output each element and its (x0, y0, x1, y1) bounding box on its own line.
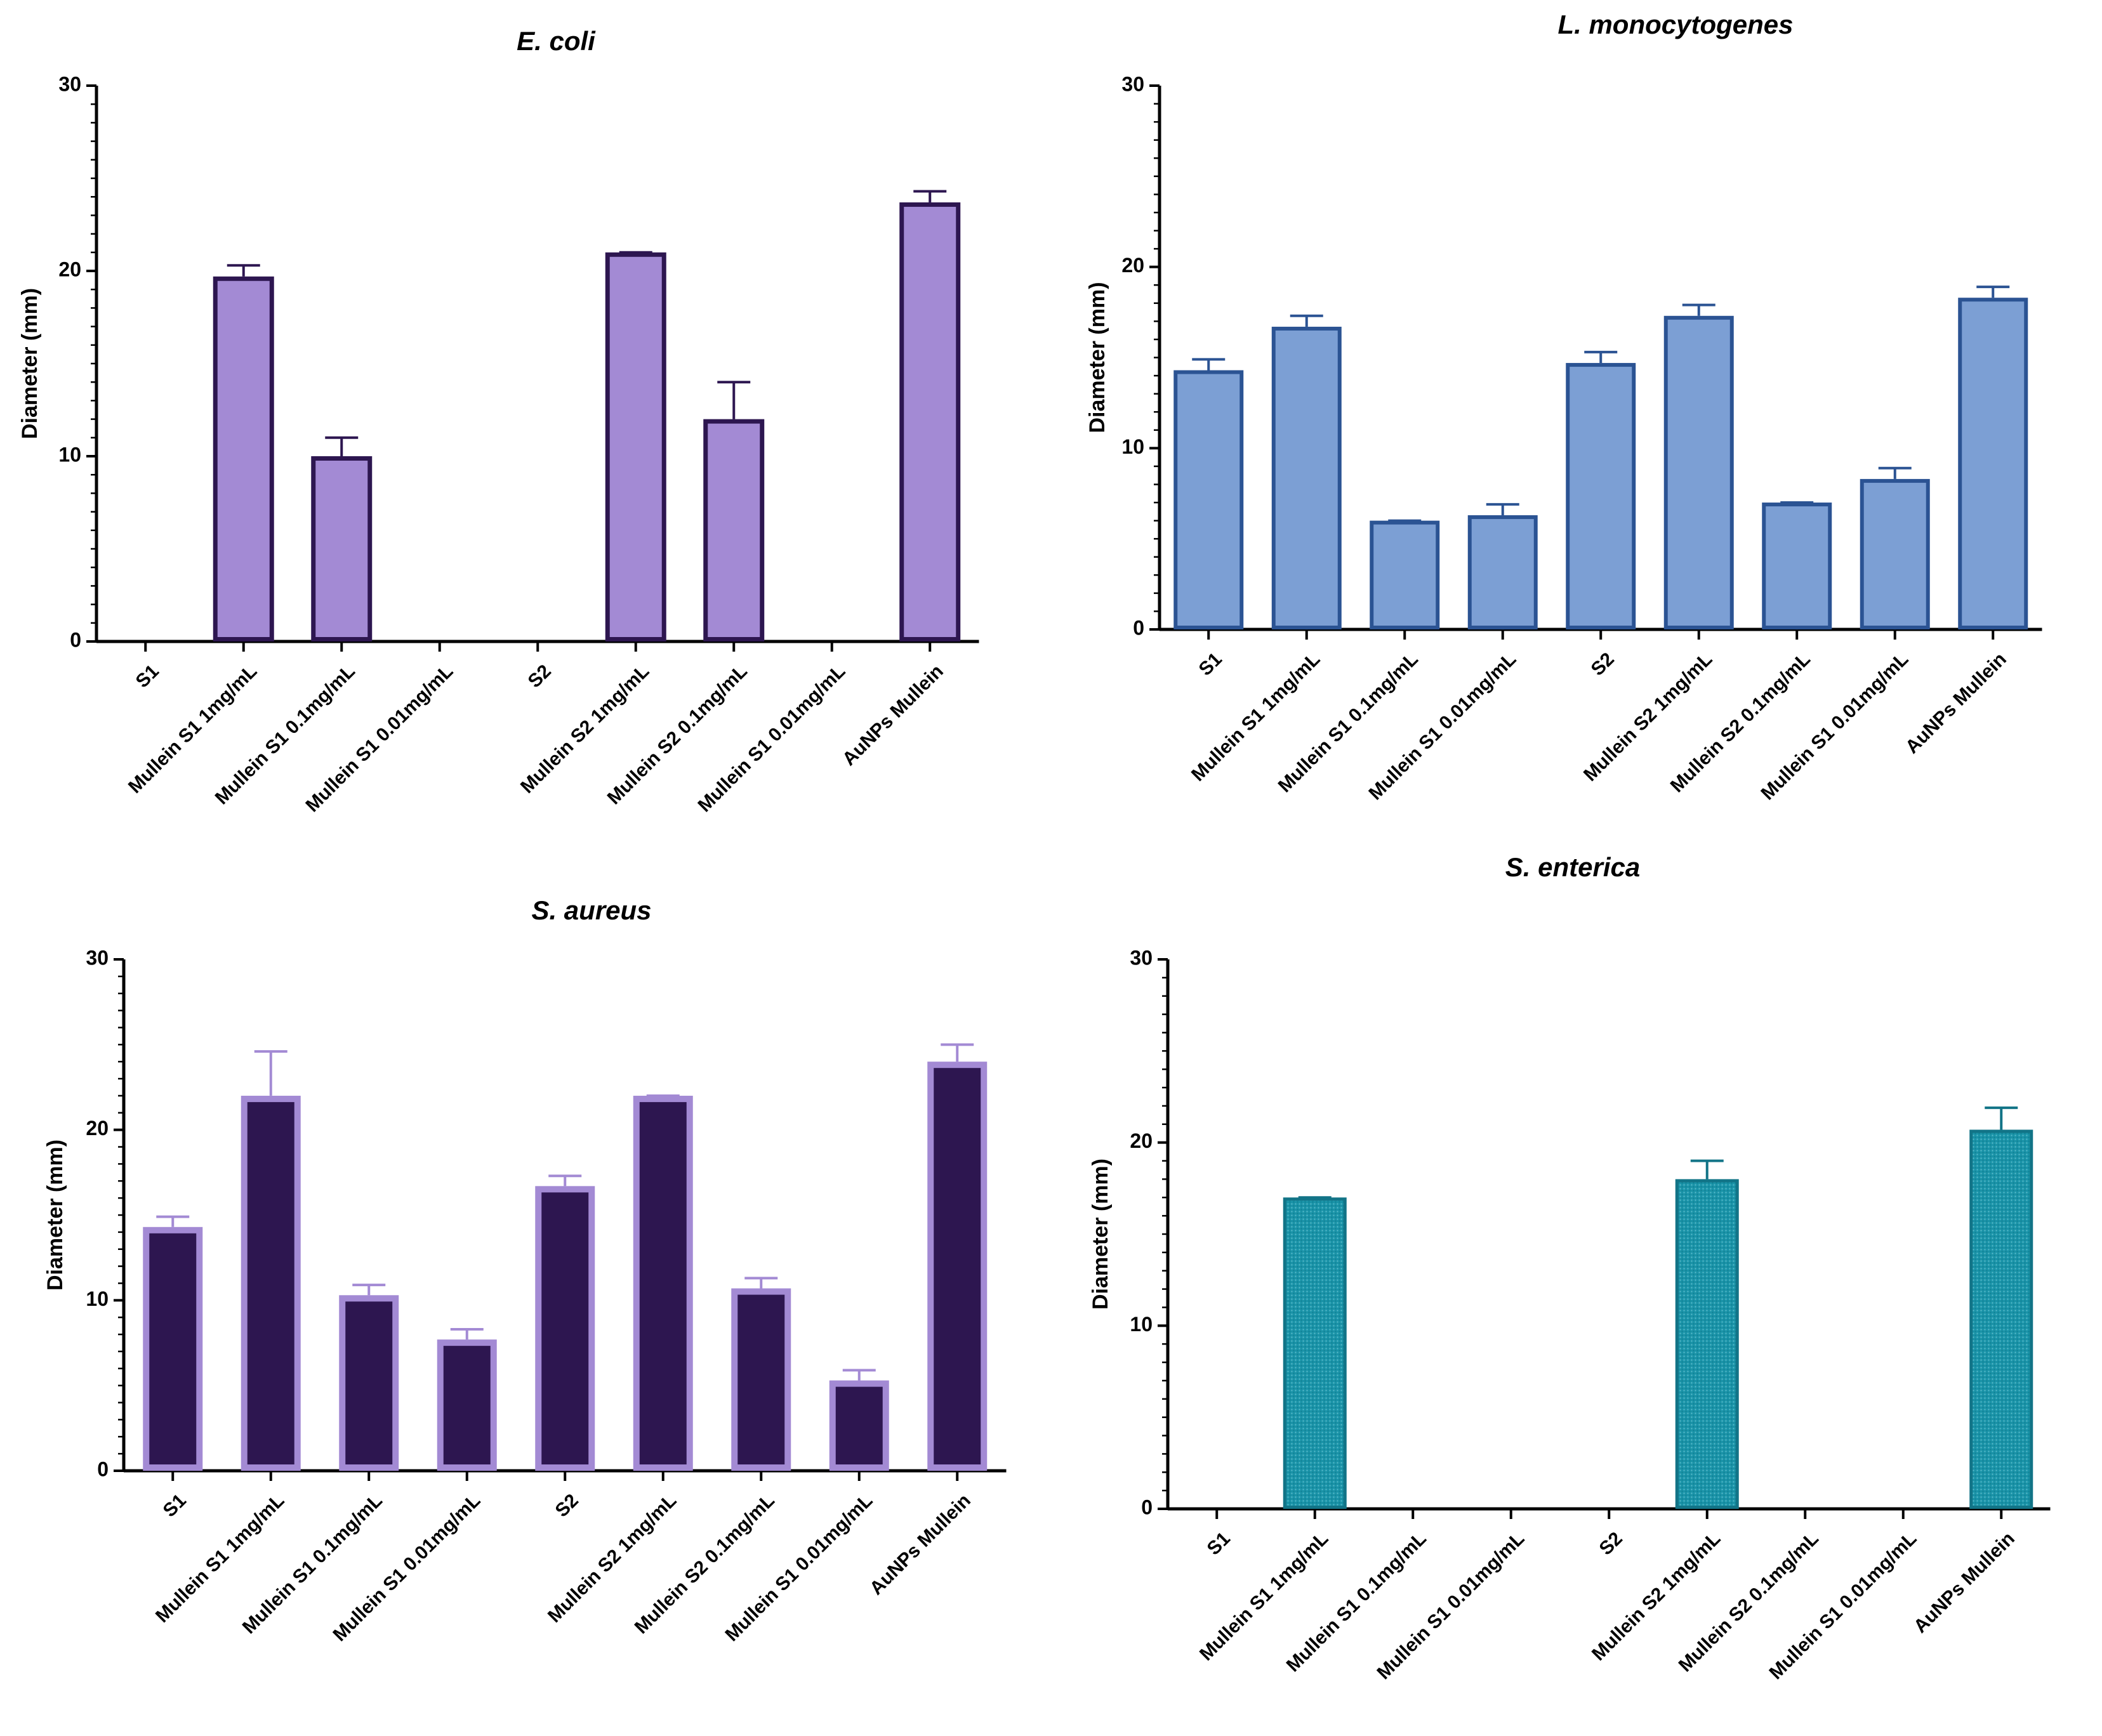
bar (241, 1095, 301, 1471)
y-axis-label: Diameter (mm) (18, 288, 42, 439)
bar (213, 276, 274, 641)
y-axis-label: Diameter (mm) (43, 1140, 67, 1291)
bar (1566, 363, 1636, 629)
y-tick-label: 10 (1121, 435, 1144, 458)
bar (633, 1095, 693, 1471)
y-tick-label: 0 (1133, 616, 1144, 639)
bar (703, 419, 765, 641)
y-tick-label: 0 (70, 628, 81, 651)
y-tick-label: 20 (58, 258, 81, 280)
y-tick-label: 20 (1130, 1129, 1153, 1152)
x-tick-label: S2 (524, 661, 555, 692)
x-tick-label: S2 (1596, 1528, 1627, 1559)
bar (437, 1339, 497, 1471)
y-tick-label: 10 (86, 1287, 109, 1310)
bar (1663, 315, 1734, 629)
bar (1173, 370, 1244, 629)
x-tick-label: S1 (132, 661, 163, 692)
x-tick-label: S2 (1587, 648, 1618, 680)
y-tick-label: 0 (1141, 1496, 1153, 1518)
bar (1467, 515, 1538, 630)
x-tick-label: AuNPs Mullein (866, 1490, 975, 1599)
chart-title: S. enterica (1505, 852, 1640, 882)
bar (339, 1295, 399, 1471)
bar (535, 1186, 595, 1471)
y-tick-label: 30 (1121, 72, 1144, 95)
bar (899, 202, 961, 641)
x-tick-label: AuNPs Mullein (1910, 1528, 2019, 1637)
chart-title: E. coli (517, 26, 596, 56)
bar (605, 252, 666, 641)
bar (1675, 1179, 1739, 1509)
bar (1283, 1197, 1347, 1509)
bar (829, 1380, 889, 1471)
x-tick-label: AuNPs Mullein (1901, 648, 2011, 758)
bar (1370, 520, 1440, 629)
y-axis-label: Diameter (mm) (1085, 282, 1109, 433)
y-tick-label: 10 (58, 443, 81, 466)
bar (311, 456, 373, 641)
bar (1969, 1129, 2033, 1509)
y-tick-label: 30 (86, 946, 109, 969)
y-tick-label: 0 (97, 1457, 109, 1480)
chart-title: S. aureus (531, 895, 651, 925)
bar (927, 1062, 988, 1471)
y-axis-label: Diameter (mm) (1088, 1159, 1113, 1310)
y-tick-label: 10 (1130, 1313, 1153, 1336)
x-tick-label: S1 (1195, 648, 1226, 680)
bar (143, 1226, 203, 1471)
y-tick-label: 30 (58, 72, 81, 95)
y-tick-label: 20 (1121, 254, 1144, 277)
x-tick-label: S1 (159, 1490, 190, 1521)
bar (1860, 478, 1930, 629)
bar (1762, 503, 1832, 629)
y-tick-label: 20 (86, 1117, 109, 1140)
bar (1271, 326, 1342, 629)
chart-title: L. monocytogenes (1557, 10, 1793, 39)
bar (1958, 298, 2028, 630)
y-tick-label: 30 (1130, 946, 1153, 969)
bar (731, 1288, 791, 1471)
x-tick-label: S1 (1203, 1528, 1234, 1559)
x-tick-label: AuNPs Mullein (838, 661, 948, 770)
x-tick-label: S2 (552, 1490, 583, 1521)
